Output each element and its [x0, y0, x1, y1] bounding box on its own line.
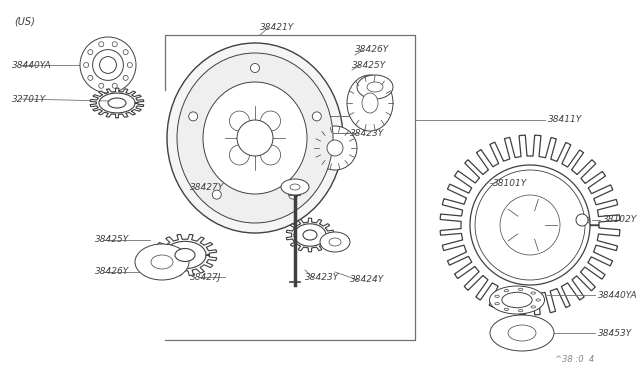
Text: 38425Y: 38425Y — [352, 61, 387, 70]
Ellipse shape — [500, 195, 560, 255]
Text: 38424Y: 38424Y — [350, 276, 384, 285]
Text: 38411Y: 38411Y — [548, 115, 582, 125]
Ellipse shape — [495, 295, 499, 298]
Ellipse shape — [518, 288, 523, 291]
Text: 38423Y: 38423Y — [350, 128, 384, 138]
Ellipse shape — [99, 42, 104, 47]
Text: ^38 :0  4: ^38 :0 4 — [555, 356, 595, 365]
Ellipse shape — [100, 57, 116, 73]
Ellipse shape — [490, 315, 554, 351]
Ellipse shape — [531, 292, 536, 294]
Ellipse shape — [327, 140, 343, 156]
Ellipse shape — [237, 120, 273, 156]
Ellipse shape — [281, 179, 309, 195]
Ellipse shape — [80, 37, 136, 93]
Text: 38101Y: 38101Y — [493, 179, 527, 187]
Ellipse shape — [112, 42, 117, 47]
Ellipse shape — [518, 310, 523, 312]
Ellipse shape — [230, 111, 250, 131]
Ellipse shape — [312, 112, 321, 121]
Text: 38440YA: 38440YA — [12, 61, 52, 70]
Ellipse shape — [504, 289, 509, 292]
Text: 38423Y: 38423Y — [305, 273, 339, 282]
Text: 38427J: 38427J — [190, 273, 221, 282]
Polygon shape — [154, 234, 217, 276]
Ellipse shape — [212, 190, 221, 199]
Text: 38102Y: 38102Y — [603, 215, 637, 224]
Text: 38453Y: 38453Y — [598, 328, 632, 337]
Ellipse shape — [303, 230, 317, 240]
Ellipse shape — [175, 248, 195, 262]
Ellipse shape — [88, 49, 93, 55]
Ellipse shape — [123, 49, 128, 55]
Ellipse shape — [531, 306, 536, 308]
Text: 38440YA: 38440YA — [598, 291, 637, 299]
Ellipse shape — [329, 238, 341, 246]
Ellipse shape — [230, 145, 250, 165]
Ellipse shape — [362, 93, 378, 113]
Text: 38426Y: 38426Y — [95, 267, 129, 276]
Ellipse shape — [313, 126, 357, 170]
Ellipse shape — [177, 53, 333, 223]
Text: 38425Y: 38425Y — [95, 235, 129, 244]
Ellipse shape — [290, 184, 300, 190]
Ellipse shape — [151, 255, 173, 269]
Ellipse shape — [167, 43, 343, 233]
Ellipse shape — [189, 112, 198, 121]
Ellipse shape — [112, 83, 117, 88]
Ellipse shape — [203, 82, 307, 194]
Ellipse shape — [502, 292, 532, 308]
Ellipse shape — [127, 62, 132, 68]
Ellipse shape — [260, 145, 280, 165]
Ellipse shape — [108, 98, 126, 108]
Ellipse shape — [504, 308, 509, 311]
Text: (US): (US) — [14, 17, 35, 27]
Text: 38427Y: 38427Y — [190, 183, 224, 192]
Ellipse shape — [490, 286, 545, 314]
Ellipse shape — [99, 83, 104, 88]
Ellipse shape — [88, 75, 93, 80]
Ellipse shape — [260, 111, 280, 131]
Ellipse shape — [320, 232, 350, 252]
Ellipse shape — [495, 302, 499, 305]
Ellipse shape — [93, 49, 124, 80]
Polygon shape — [440, 135, 620, 315]
Text: 32701Y: 32701Y — [12, 94, 46, 103]
Ellipse shape — [508, 325, 536, 341]
Ellipse shape — [357, 75, 393, 99]
Ellipse shape — [135, 244, 189, 280]
Ellipse shape — [475, 170, 585, 280]
Ellipse shape — [536, 299, 540, 301]
Ellipse shape — [123, 75, 128, 80]
Polygon shape — [90, 88, 144, 118]
Ellipse shape — [576, 214, 588, 226]
Ellipse shape — [231, 102, 299, 174]
Polygon shape — [286, 218, 333, 252]
Text: 38421Y: 38421Y — [260, 23, 294, 32]
Ellipse shape — [84, 62, 89, 68]
Text: 38424Y: 38424Y — [350, 112, 384, 121]
Text: 38426Y: 38426Y — [355, 45, 389, 55]
Ellipse shape — [367, 82, 383, 92]
Ellipse shape — [289, 190, 298, 199]
Ellipse shape — [347, 75, 393, 131]
Ellipse shape — [250, 64, 259, 73]
